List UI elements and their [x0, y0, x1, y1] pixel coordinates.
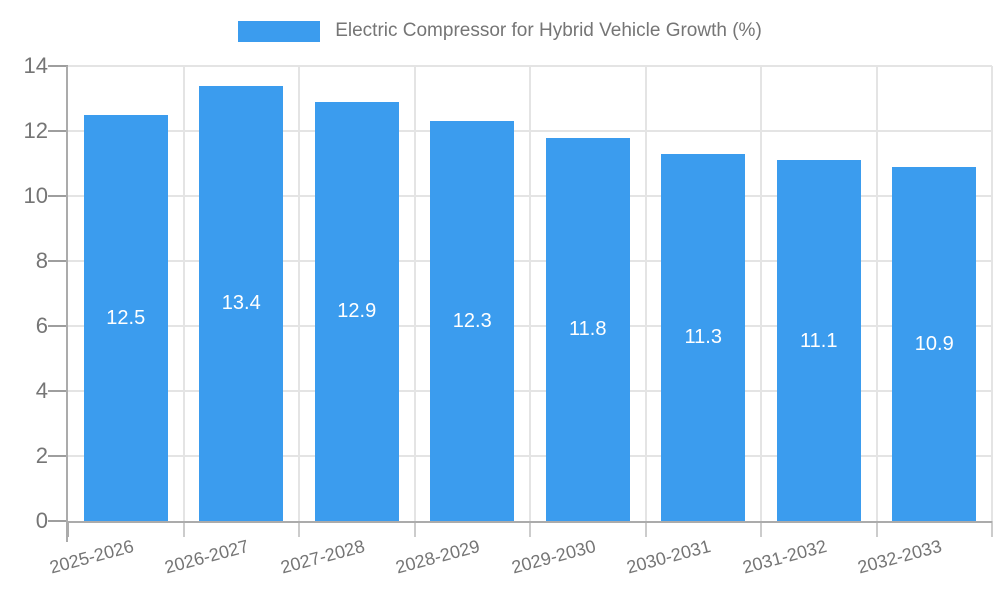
y-axis-tick [48, 455, 68, 457]
y-axis-tick-label: 14 [23, 53, 48, 78]
chart-legend: Electric Compressor for Hybrid Vehicle G… [0, 18, 1000, 44]
x-axis-tick [760, 521, 762, 537]
gridline-vertical [644, 66, 647, 521]
x-axis-tick [875, 521, 878, 537]
bar: 11.3 [661, 153, 746, 521]
x-axis-tick-label: 2025-2026 [47, 535, 136, 578]
legend-label: Electric Compressor for Hybrid Vehicle G… [335, 20, 762, 41]
y-axis-tick [48, 130, 68, 132]
y-axis-tick-label: 12 [23, 118, 48, 143]
gridline-vertical [760, 66, 762, 521]
y-axis-tick-label: 6 [35, 313, 48, 338]
x-axis-tick-label: 2029-2030 [509, 535, 598, 578]
gridline-vertical [182, 66, 185, 521]
y-axis-tick [48, 65, 68, 67]
x-axis-tick-label: 2027-2028 [278, 535, 367, 578]
y-axis-tick [48, 325, 68, 327]
y-axis-line [66, 66, 68, 542]
gridline-vertical [413, 66, 416, 521]
bar: 12.9 [314, 101, 399, 521]
x-axis-tick-label: 2028-2029 [393, 535, 482, 578]
bar: 10.9 [892, 166, 977, 521]
x-axis-tick [413, 521, 416, 537]
y-axis-tick [48, 260, 68, 262]
legend-item[interactable]: Electric Compressor for Hybrid Vehicle G… [238, 18, 762, 44]
bar-value-label: 11.1 [800, 329, 838, 352]
x-axis-tick [298, 521, 300, 537]
bar-value-label: 12.9 [337, 300, 377, 323]
x-axis-tick-label: 2026-2027 [162, 535, 251, 578]
y-axis-tick-label: 4 [35, 378, 48, 403]
x-axis-tick [644, 521, 647, 537]
y-axis-tick-label: 0 [35, 508, 48, 533]
y-axis-tick-label: 10 [23, 183, 48, 208]
x-axis-tick-label: 2030-2031 [624, 535, 713, 578]
x-axis-tick-label: 2032-2033 [855, 535, 944, 578]
bar-value-label: 13.4 [221, 292, 261, 315]
x-axis-tick [67, 521, 69, 537]
y-axis-tick [48, 195, 68, 197]
bar-value-label: 12.5 [106, 306, 146, 329]
bar-value-label: 11.8 [569, 318, 607, 341]
x-axis-tick [529, 521, 531, 537]
gridline-vertical [991, 66, 993, 521]
bar: 11.8 [545, 137, 630, 521]
bar: 12.5 [83, 114, 168, 521]
y-axis-tick [48, 520, 68, 522]
bar: 12.3 [430, 121, 515, 521]
bar-value-label: 11.3 [684, 326, 722, 349]
y-axis-tick [48, 390, 68, 392]
gridline-vertical [298, 66, 300, 521]
gridline-vertical [529, 66, 531, 521]
x-axis-tick-label: 2031-2032 [740, 535, 829, 578]
x-axis-tick [182, 521, 185, 537]
bar: 13.4 [199, 85, 284, 521]
x-axis-tick [991, 521, 993, 537]
gridline-vertical [875, 66, 878, 521]
y-axis-tick-label: 8 [35, 248, 48, 273]
legend-swatch-icon [238, 20, 321, 42]
bar-value-label: 10.9 [914, 332, 954, 355]
bar-value-label: 12.3 [452, 310, 492, 333]
y-axis-tick-label: 2 [35, 443, 48, 468]
bar: 11.1 [776, 160, 861, 521]
x-axis-line [66, 521, 992, 523]
